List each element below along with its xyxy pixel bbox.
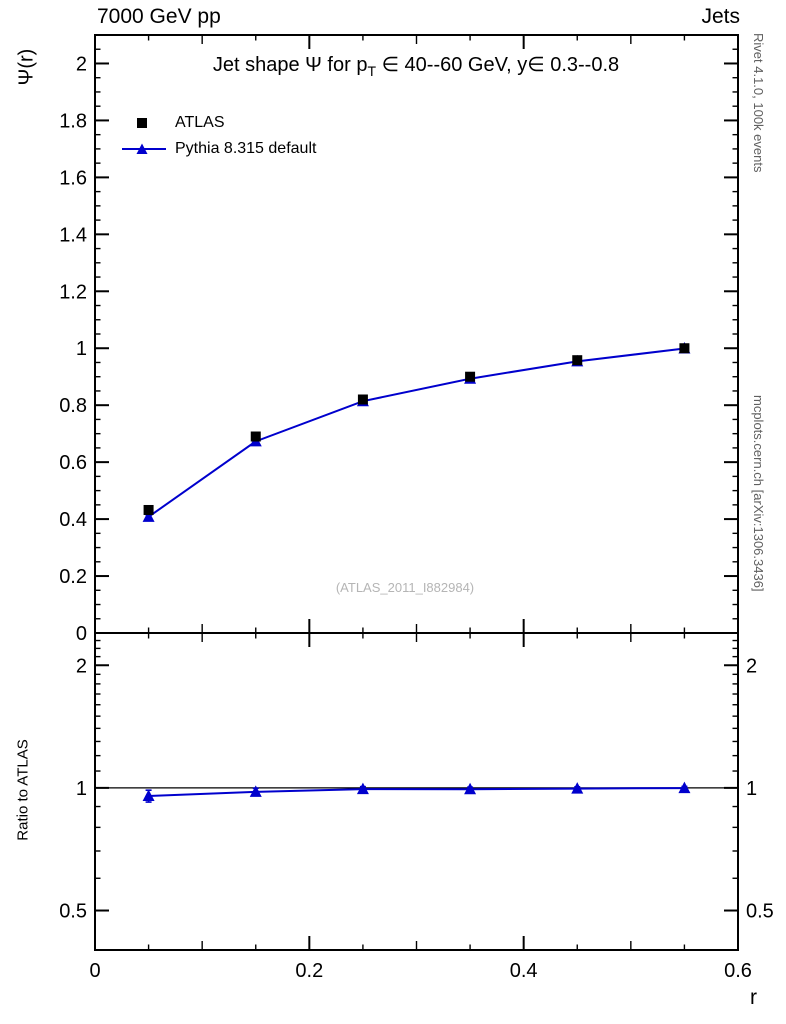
data-point <box>678 781 691 794</box>
process-label: Jets <box>701 5 740 28</box>
plot-title-pre: Jet shape Ψ for p <box>212 54 368 76</box>
y-tick-label: 1.8 <box>59 110 87 132</box>
x-tick-label: 0.4 <box>510 960 538 982</box>
y-tick-label: 1.2 <box>59 281 87 303</box>
data-point <box>142 789 155 802</box>
ratio-tick-label-right: 2 <box>746 655 757 677</box>
ratio-tick-label-left: 1 <box>76 778 87 800</box>
x-axis-title: r <box>750 986 757 1009</box>
y-tick-label: 0 <box>76 623 87 645</box>
y-tick-label: 0.8 <box>59 395 87 417</box>
analysis-id-watermark: (ATLAS_2011_I882984) <box>335 580 475 595</box>
data-point <box>571 782 584 794</box>
y-tick-label: 1 <box>76 338 87 360</box>
series-line <box>148 787 685 798</box>
y-tick-label: 0.4 <box>59 509 87 531</box>
rivet-version-note: Rivet 4.1.0, 100k events <box>751 33 766 173</box>
atlas-square-marker-icon <box>137 118 147 128</box>
ratio-panel-frame <box>94 632 739 951</box>
x-tick-label: 0.6 <box>724 960 752 982</box>
data-point <box>250 431 261 442</box>
x-tick-label: 0.2 <box>295 960 323 982</box>
y-tick-label: 1.4 <box>59 224 87 246</box>
mcplots-arxiv-note: mcplots.cern.ch [arXiv:1306.3436] <box>751 395 766 592</box>
ratio-tick-label-left: 0.5 <box>59 901 87 923</box>
series-line <box>148 347 685 518</box>
data-point <box>143 504 154 515</box>
data-point <box>465 371 476 382</box>
legend: ATLAS Pythia 8.315 default <box>122 110 316 162</box>
x-tick-label: 0 <box>89 960 100 982</box>
y-tick-label: 0.6 <box>59 452 87 474</box>
data-point <box>572 355 583 366</box>
legend-label-atlas: ATLAS <box>175 114 225 131</box>
data-point <box>142 510 155 522</box>
ratio-tick-label-right: 1 <box>746 778 757 800</box>
ratio-y-axis-title: Ratio to ATLAS <box>14 739 32 841</box>
data-point <box>356 782 369 795</box>
data-point <box>464 782 477 795</box>
plot-title: Jet shape Ψ for pT ∈ 40--60 GeV, y∈ 0.3-… <box>213 52 619 79</box>
data-point <box>679 343 690 354</box>
ratio-tick-label-left: 2 <box>76 655 87 677</box>
legend-entry-atlas: ATLAS <box>122 110 316 136</box>
y-tick-label: 1.6 <box>59 167 87 189</box>
beam-energy-label: 7000 GeV pp <box>97 5 221 28</box>
data-point <box>249 785 262 797</box>
y-tick-label: 0.2 <box>59 566 87 588</box>
main-y-axis-title: Ψ(r) <box>15 48 38 86</box>
plot-title-post: ∈ 40--60 GeV, y∈ 0.3--0.8 <box>376 54 620 76</box>
legend-label-pythia: Pythia 8.315 default <box>175 140 317 157</box>
ratio-tick-label-right: 0.5 <box>746 901 774 923</box>
pythia-line-triangle-marker-icon <box>122 143 166 154</box>
data-point <box>357 394 368 405</box>
y-tick-label: 2 <box>76 53 87 75</box>
plot-title-subscript: T <box>367 63 377 79</box>
legend-entry-pythia: Pythia 8.315 default <box>122 136 316 162</box>
